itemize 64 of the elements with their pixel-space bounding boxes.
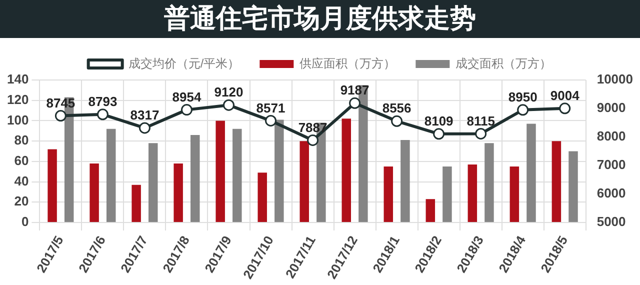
bar — [148, 143, 158, 222]
bar — [48, 149, 57, 222]
point — [391, 115, 403, 127]
bar — [384, 166, 394, 222]
bar — [300, 141, 309, 222]
bar — [216, 120, 225, 222]
point — [559, 102, 571, 114]
legend-label: 供应面积（万方） — [300, 56, 396, 70]
bar — [552, 141, 562, 222]
y-tick-label: 100 — [6, 112, 29, 128]
data-label: 8115 — [466, 113, 495, 128]
point — [433, 128, 445, 140]
data-label: 8109 — [424, 113, 454, 128]
point — [54, 110, 66, 122]
bar — [132, 184, 141, 222]
legend-label: 成交均价（元/平米） — [128, 56, 240, 70]
y2-tick-label: 10000 — [596, 72, 634, 87]
bar — [400, 140, 410, 222]
y2-tick-label: 6000 — [596, 186, 626, 201]
y2-tick-label: 5000 — [596, 214, 626, 230]
point — [349, 97, 361, 109]
point — [475, 128, 487, 140]
bar — [484, 143, 494, 222]
data-label: 8571 — [256, 100, 286, 116]
bar — [274, 120, 284, 222]
chart-title: 普通住宅市场月度供求走势 — [0, 0, 640, 38]
data-label: 8950 — [508, 90, 538, 105]
bar — [174, 163, 183, 222]
bar — [190, 134, 200, 222]
point — [265, 114, 277, 126]
y2-tick-label: 9000 — [596, 100, 626, 116]
data-label: 8954 — [172, 89, 202, 104]
y2-tick-label: 7000 — [596, 157, 626, 172]
bar — [426, 199, 436, 222]
point — [138, 122, 150, 134]
bar — [526, 124, 536, 222]
bar — [442, 166, 452, 222]
data-label: 8793 — [88, 94, 118, 109]
data-label: 9004 — [550, 88, 580, 103]
point — [517, 104, 529, 116]
bar — [90, 163, 99, 222]
y-tick-label: 140 — [6, 72, 29, 87]
y-tick-label: 80 — [14, 132, 29, 148]
y-tick-label: 20 — [14, 194, 29, 209]
point — [307, 134, 319, 146]
legend-label: 成交面积（万方） — [456, 56, 552, 70]
point — [96, 108, 108, 120]
point — [180, 104, 192, 116]
bar — [232, 128, 242, 222]
data-label: 8556 — [382, 100, 412, 116]
bar — [342, 118, 351, 222]
bar — [258, 172, 267, 222]
bar — [106, 128, 116, 222]
bar — [510, 166, 520, 222]
bar — [568, 151, 578, 222]
point — [222, 99, 234, 111]
y-tick-label: 40 — [14, 173, 29, 188]
y2-tick-label: 8000 — [596, 128, 626, 144]
y-tick-label: 60 — [14, 153, 29, 168]
data-label: 8317 — [130, 108, 160, 123]
y-tick-label: 0 — [21, 214, 29, 230]
y-tick-label: 120 — [6, 92, 29, 107]
bar — [468, 164, 478, 222]
data-label: 9120 — [214, 84, 244, 100]
